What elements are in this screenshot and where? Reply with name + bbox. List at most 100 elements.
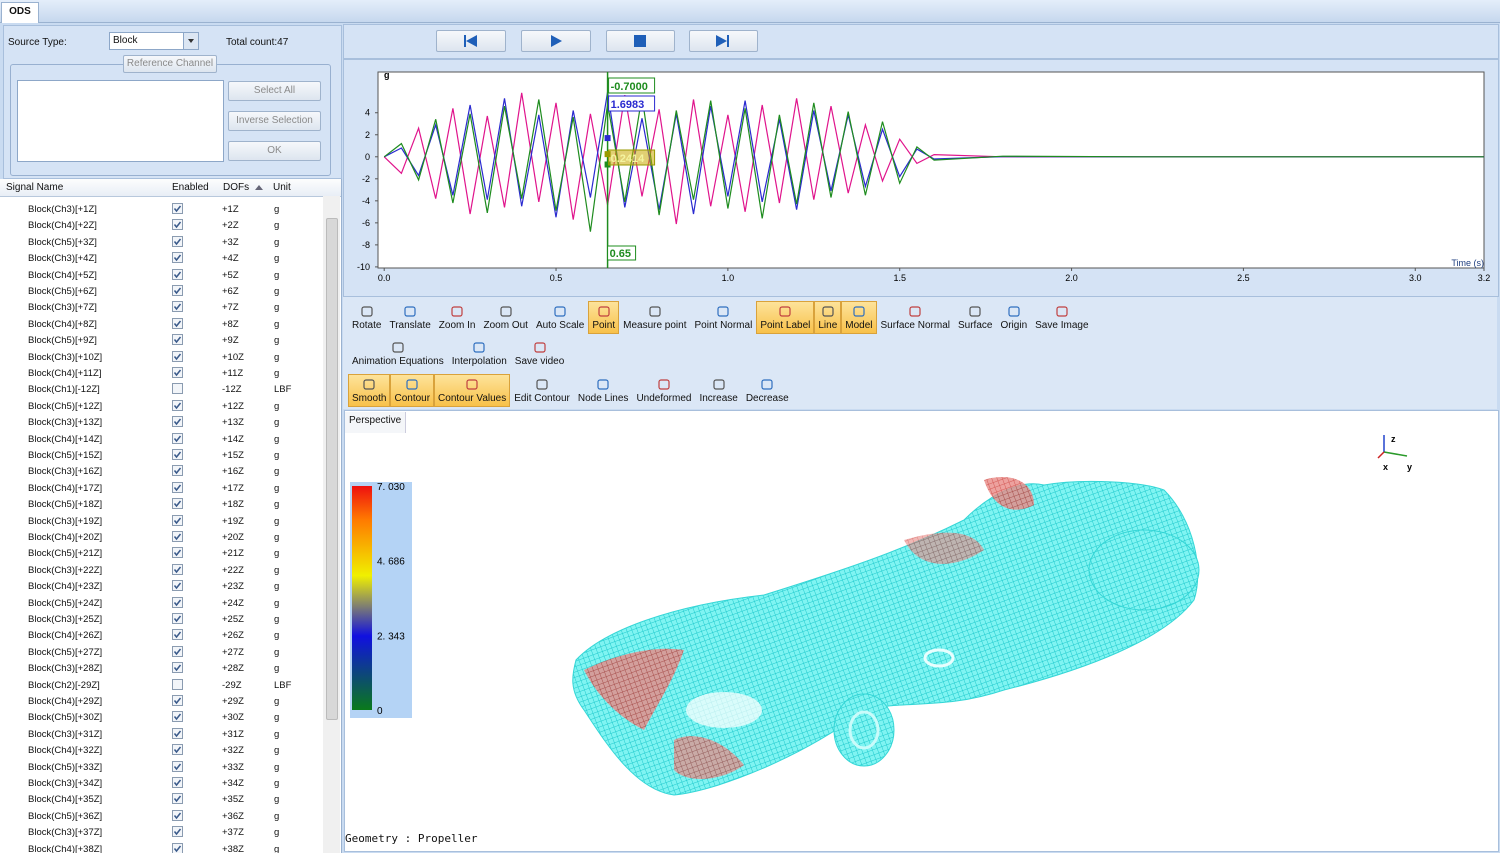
- table-row[interactable]: Block(Ch4)[+26Z] +26Z g: [3, 627, 323, 643]
- column-header[interactable]: Enabled: [172, 182, 209, 193]
- table-row[interactable]: Block(Ch4)[+38Z] +38Z g: [3, 841, 323, 853]
- table-row[interactable]: Block(Ch3)[+13Z] +13Z g: [3, 414, 323, 430]
- table-row[interactable]: Block(Ch3)[+37Z] +37Z g: [3, 824, 323, 840]
- toolbar-button[interactable]: Auto Scale: [532, 301, 588, 334]
- toolbar-button[interactable]: Contour Values: [434, 374, 511, 407]
- toolbar-button[interactable]: Point Label: [756, 301, 815, 334]
- table-row[interactable]: Block(Ch4)[+35Z] +35Z g: [3, 791, 323, 807]
- enabled-checkbox[interactable]: [172, 826, 183, 838]
- toolbar-button[interactable]: Undeformed: [632, 374, 695, 407]
- enabled-checkbox[interactable]: [172, 334, 183, 346]
- column-header[interactable]: DOFs: [223, 182, 250, 193]
- enabled-checkbox[interactable]: [172, 629, 183, 641]
- column-header[interactable]: Signal Name: [6, 182, 64, 193]
- table-row[interactable]: Block(Ch4)[+2Z] +2Z g: [3, 217, 323, 233]
- table-row[interactable]: Block(Ch3)[+31Z] +31Z g: [3, 726, 323, 742]
- toolbar-button[interactable]: Point: [588, 301, 620, 334]
- enabled-checkbox[interactable]: [172, 727, 183, 739]
- source-type-dropdown[interactable]: Block: [109, 32, 199, 50]
- table-row[interactable]: Block(Ch3)[+34Z] +34Z g: [3, 775, 323, 791]
- enabled-checkbox[interactable]: [172, 350, 183, 362]
- enabled-checkbox[interactable]: [172, 432, 183, 444]
- enabled-checkbox[interactable]: [172, 760, 183, 772]
- table-row[interactable]: Block(Ch4)[+5Z] +5Z g: [3, 267, 323, 283]
- table-row[interactable]: Block(Ch3)[+28Z] +28Z g: [3, 660, 323, 676]
- table-row[interactable]: Block(Ch4)[+29Z] +29Z g: [3, 693, 323, 709]
- enabled-checkbox[interactable]: [172, 547, 183, 559]
- enabled-checkbox[interactable]: [172, 596, 183, 608]
- toolbar-button[interactable]: Origin: [996, 301, 1031, 334]
- dropdown-arrow[interactable]: [183, 33, 198, 49]
- toolbar-button[interactable]: Rotate: [348, 301, 385, 334]
- table-row[interactable]: Block(Ch4)[+32Z] +32Z g: [3, 742, 323, 758]
- select-all-button[interactable]: Select All: [228, 81, 321, 101]
- enabled-checkbox[interactable]: [172, 285, 183, 296]
- enabled-checkbox[interactable]: [172, 842, 183, 853]
- toolbar-button[interactable]: Contour: [390, 374, 435, 407]
- toolbar-button[interactable]: Interpolation: [448, 337, 511, 370]
- table-row[interactable]: Block(Ch4)[+14Z] +14Z g: [3, 431, 323, 447]
- table-row[interactable]: Block(Ch3)[+10Z] +10Z g: [3, 349, 323, 365]
- enabled-checkbox[interactable]: [172, 695, 183, 706]
- table-row[interactable]: Block(Ch5)[+15Z] +15Z g: [3, 447, 323, 463]
- first-frame-button[interactable]: [436, 30, 506, 52]
- toolbar-button[interactable]: Point Normal: [691, 301, 757, 334]
- table-row[interactable]: Block(Ch4)[+20Z] +20Z g: [3, 529, 323, 545]
- enabled-checkbox[interactable]: [172, 219, 183, 231]
- table-row[interactable]: Block(Ch1)[-12Z] -12Z LBF: [3, 381, 323, 397]
- table-row[interactable]: Block(Ch4)[+11Z] +11Z g: [3, 365, 323, 381]
- enabled-checkbox[interactable]: [172, 744, 183, 756]
- enabled-checkbox[interactable]: [172, 613, 183, 624]
- enabled-checkbox[interactable]: [172, 252, 183, 264]
- enabled-checkbox[interactable]: [172, 317, 183, 329]
- enabled-checkbox[interactable]: [172, 203, 183, 214]
- enabled-checkbox[interactable]: [172, 498, 183, 510]
- scrollbar[interactable]: [323, 196, 340, 853]
- table-row[interactable]: Block(Ch5)[+18Z] +18Z g: [3, 496, 323, 512]
- toolbar-button[interactable]: Edit Contour: [510, 374, 574, 407]
- toolbar-button[interactable]: Surface: [954, 301, 996, 334]
- enabled-checkbox[interactable]: [172, 777, 183, 788]
- toolbar-button[interactable]: Save video: [511, 337, 568, 370]
- toolbar-button[interactable]: Translate: [385, 301, 434, 334]
- projection-label[interactable]: Perspective: [345, 412, 407, 433]
- enabled-checkbox[interactable]: [172, 563, 183, 575]
- table-row[interactable]: Block(Ch4)[+8Z] +8Z g: [3, 316, 323, 332]
- enabled-checkbox[interactable]: [172, 531, 183, 542]
- enabled-checkbox[interactable]: [172, 235, 183, 247]
- toolbar-button[interactable]: Save Image: [1031, 301, 1092, 334]
- table-row[interactable]: Block(Ch3)[+22Z] +22Z g: [3, 562, 323, 578]
- table-row[interactable]: Block(Ch5)[+36Z] +36Z g: [3, 808, 323, 824]
- toolbar-button[interactable]: Model: [841, 301, 877, 334]
- table-row[interactable]: Block(Ch3)[+4Z] +4Z g: [3, 250, 323, 266]
- ok-button[interactable]: OK: [228, 141, 321, 161]
- table-row[interactable]: Block(Ch5)[+27Z] +27Z g: [3, 644, 323, 660]
- enabled-checkbox[interactable]: [172, 383, 183, 395]
- toolbar-button[interactable]: Surface Normal: [877, 301, 954, 334]
- toolbar-button[interactable]: Zoom In: [435, 301, 480, 334]
- enabled-checkbox[interactable]: [172, 399, 183, 411]
- enabled-checkbox[interactable]: [172, 514, 183, 526]
- table-row[interactable]: Block(Ch3)[+16Z] +16Z g: [3, 463, 323, 479]
- table-row[interactable]: Block(Ch5)[+9Z] +9Z g: [3, 332, 323, 348]
- enabled-checkbox[interactable]: [172, 793, 183, 805]
- toolbar-button[interactable]: Decrease: [742, 374, 793, 407]
- enabled-checkbox[interactable]: [172, 809, 183, 821]
- table-row[interactable]: Block(Ch3)[+19Z] +19Z g: [3, 513, 323, 529]
- toolbar-button[interactable]: Animation Equations: [348, 337, 448, 370]
- tab[interactable]: ODS: [1, 2, 39, 23]
- inverse-selection-button[interactable]: Inverse Selection: [228, 111, 321, 131]
- table-row[interactable]: Block(Ch3)[+25Z] +25Z g: [3, 611, 323, 627]
- table-row[interactable]: Block(Ch4)[+17Z] +17Z g: [3, 480, 323, 496]
- table-row[interactable]: Block(Ch3)[+7Z] +7Z g: [3, 299, 323, 315]
- table-row[interactable]: Block(Ch4)[+23Z] +23Z g: [3, 578, 323, 594]
- table-row[interactable]: Block(Ch3)[+1Z] +1Z g: [3, 201, 323, 217]
- toolbar-button[interactable]: Node Lines: [574, 374, 633, 407]
- enabled-checkbox[interactable]: [172, 580, 183, 592]
- toolbar-button[interactable]: Measure point: [619, 301, 690, 334]
- enabled-checkbox[interactable]: [172, 645, 183, 657]
- toolbar-button[interactable]: Zoom Out: [479, 301, 531, 334]
- toolbar-button[interactable]: Line: [814, 301, 842, 334]
- table-row[interactable]: Block(Ch5)[+3Z] +3Z g: [3, 234, 323, 250]
- enabled-checkbox[interactable]: [172, 416, 183, 428]
